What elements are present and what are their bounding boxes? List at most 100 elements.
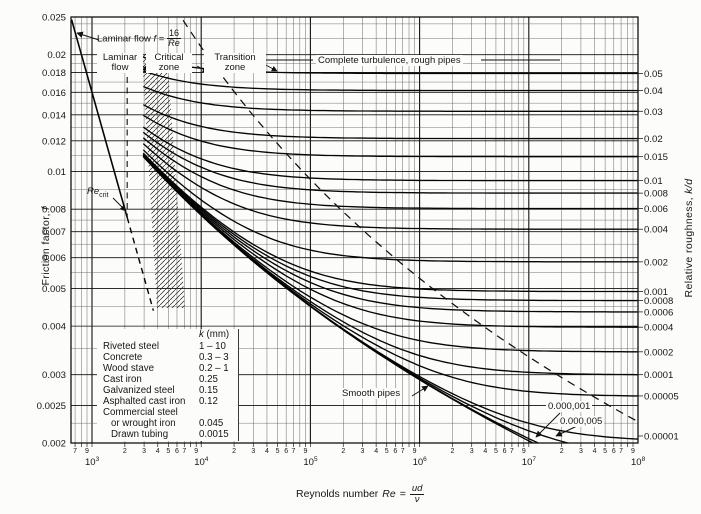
svg-text:0.01: 0.01 bbox=[47, 167, 66, 178]
svg-text:4: 4 bbox=[593, 448, 597, 455]
svg-text:107: 107 bbox=[522, 456, 537, 468]
material-roughness: 0.045 bbox=[199, 418, 224, 429]
svg-text:7: 7 bbox=[401, 448, 405, 455]
svg-text:0.006: 0.006 bbox=[644, 204, 668, 215]
legend-rows: Riveted steel 1 – 10 Concrete 0.3 – 3 Wood s… bbox=[97, 341, 238, 440]
material-roughness: 0.0015 bbox=[199, 429, 229, 440]
svg-text:3: 3 bbox=[361, 448, 365, 455]
material-roughness bbox=[199, 407, 238, 418]
material-roughness: 0.25 bbox=[199, 374, 218, 385]
svg-text:0.007: 0.007 bbox=[42, 227, 66, 238]
svg-text:0.0001: 0.0001 bbox=[644, 370, 673, 381]
svg-text:0.005: 0.005 bbox=[42, 284, 66, 295]
material-name: Concrete bbox=[103, 352, 143, 363]
svg-text:5: 5 bbox=[494, 448, 498, 455]
svg-text:0.008: 0.008 bbox=[42, 205, 66, 216]
zone-label-complete-turbulence: Complete turbulence, rough pipes bbox=[316, 55, 463, 66]
svg-text:103: 103 bbox=[85, 456, 100, 468]
material-name: Cast iron bbox=[103, 374, 142, 385]
svg-text:6: 6 bbox=[393, 448, 397, 455]
material-name: or wrought iron bbox=[111, 418, 176, 429]
y2-axis-title: Relative roughness, k/d bbox=[683, 178, 695, 298]
svg-text:6: 6 bbox=[612, 448, 616, 455]
svg-text:0.018: 0.018 bbox=[42, 68, 66, 79]
svg-text:5: 5 bbox=[385, 448, 389, 455]
material-roughness: 1 – 10 bbox=[199, 341, 226, 352]
svg-text:7: 7 bbox=[182, 448, 186, 455]
material-roughness: 0.12 bbox=[199, 396, 218, 407]
legend-row: Cast iron 0.25 bbox=[97, 374, 238, 385]
micro-roughness-label-2: 0.000,005 bbox=[558, 416, 605, 427]
svg-text:0.0002: 0.0002 bbox=[644, 347, 673, 358]
micro-roughness-label-1: 0.000,001 bbox=[546, 401, 593, 412]
svg-text:0.008: 0.008 bbox=[644, 189, 668, 200]
svg-text:0.015: 0.015 bbox=[644, 152, 668, 163]
svg-text:0.014: 0.014 bbox=[42, 110, 67, 121]
svg-text:7: 7 bbox=[619, 448, 623, 455]
svg-text:4: 4 bbox=[374, 448, 378, 455]
svg-text:105: 105 bbox=[303, 456, 318, 468]
legend-row: Riveted steel 1 – 10 bbox=[97, 341, 238, 352]
svg-text:9: 9 bbox=[85, 448, 89, 455]
svg-text:0.004: 0.004 bbox=[42, 322, 67, 333]
zone-label-critical: Critical zone bbox=[146, 53, 192, 73]
laminar-eq-text: Laminar flow bbox=[97, 33, 151, 45]
svg-text:3: 3 bbox=[579, 448, 583, 455]
svg-text:0.012: 0.012 bbox=[42, 136, 66, 147]
material-roughness: 0.3 – 3 bbox=[199, 352, 229, 363]
svg-text:0.0006: 0.0006 bbox=[644, 307, 673, 318]
svg-text:6: 6 bbox=[284, 448, 288, 455]
svg-text:0.0004: 0.0004 bbox=[644, 323, 674, 334]
svg-text:9: 9 bbox=[631, 448, 635, 455]
svg-text:0.00001: 0.00001 bbox=[644, 432, 679, 443]
svg-text:9: 9 bbox=[194, 448, 198, 455]
svg-text:2: 2 bbox=[560, 448, 564, 455]
x-title-fraction: ud ν bbox=[409, 483, 425, 505]
legend-row: Drawn tubing 0.0015 bbox=[97, 429, 238, 440]
svg-text:0.001: 0.001 bbox=[644, 287, 668, 298]
svg-text:0.05: 0.05 bbox=[644, 69, 663, 80]
svg-text:0.02: 0.02 bbox=[47, 50, 66, 61]
legend-header: k (mm) bbox=[199, 329, 230, 340]
svg-text:3: 3 bbox=[142, 448, 146, 455]
svg-text:0.0025: 0.0025 bbox=[37, 401, 66, 412]
svg-text:5: 5 bbox=[166, 448, 170, 455]
svg-text:2: 2 bbox=[232, 448, 236, 455]
legend-row: Commercial steel bbox=[97, 407, 238, 418]
laminar-eq-sign: = bbox=[158, 33, 165, 45]
material-name: Asphalted cast iron bbox=[103, 396, 186, 407]
roughness-curves bbox=[71, 17, 638, 443]
legend-row: Wood stave 0.2 – 1 bbox=[97, 363, 238, 374]
axes-and-annotations: 0.0250.020.0180.0160.0140.0120.010.0080.… bbox=[37, 13, 679, 469]
svg-text:0.006: 0.006 bbox=[42, 253, 66, 264]
zone-label-transition: Transition zone bbox=[204, 53, 266, 73]
legend-row: or wrought iron 0.045 bbox=[97, 418, 238, 429]
smooth-pipes-label: Smooth pipes bbox=[340, 388, 403, 399]
svg-text:3: 3 bbox=[251, 448, 255, 455]
material-name: Riveted steel bbox=[103, 341, 160, 352]
svg-text:0.016: 0.016 bbox=[42, 88, 66, 99]
material-roughness: 0.2 – 1 bbox=[199, 363, 229, 374]
svg-text:0.01: 0.01 bbox=[644, 176, 663, 187]
svg-text:6: 6 bbox=[503, 448, 507, 455]
svg-text:9: 9 bbox=[303, 448, 307, 455]
svg-text:4: 4 bbox=[483, 448, 487, 455]
svg-text:0.0008: 0.0008 bbox=[644, 296, 673, 307]
svg-text:0.04: 0.04 bbox=[644, 86, 663, 97]
material-name: Wood stave bbox=[103, 363, 154, 374]
re-crit-label: Recrit bbox=[87, 186, 109, 199]
material-name: Galvanized steel bbox=[103, 385, 175, 396]
material-roughness: 0.15 bbox=[199, 385, 218, 396]
svg-text:0.002: 0.002 bbox=[644, 257, 668, 268]
svg-text:0.02: 0.02 bbox=[644, 134, 663, 145]
material-name: Commercial steel bbox=[103, 407, 178, 418]
svg-text:0.00005: 0.00005 bbox=[644, 391, 679, 402]
svg-text:108: 108 bbox=[631, 456, 646, 468]
svg-text:4: 4 bbox=[265, 448, 269, 455]
laminar-eq-var: f bbox=[153, 33, 157, 45]
y-axis-title: Friction factor, f bbox=[40, 206, 52, 286]
laminar-eq-fraction: 16 Re bbox=[166, 28, 181, 49]
svg-text:9: 9 bbox=[413, 448, 417, 455]
svg-text:7: 7 bbox=[510, 448, 514, 455]
